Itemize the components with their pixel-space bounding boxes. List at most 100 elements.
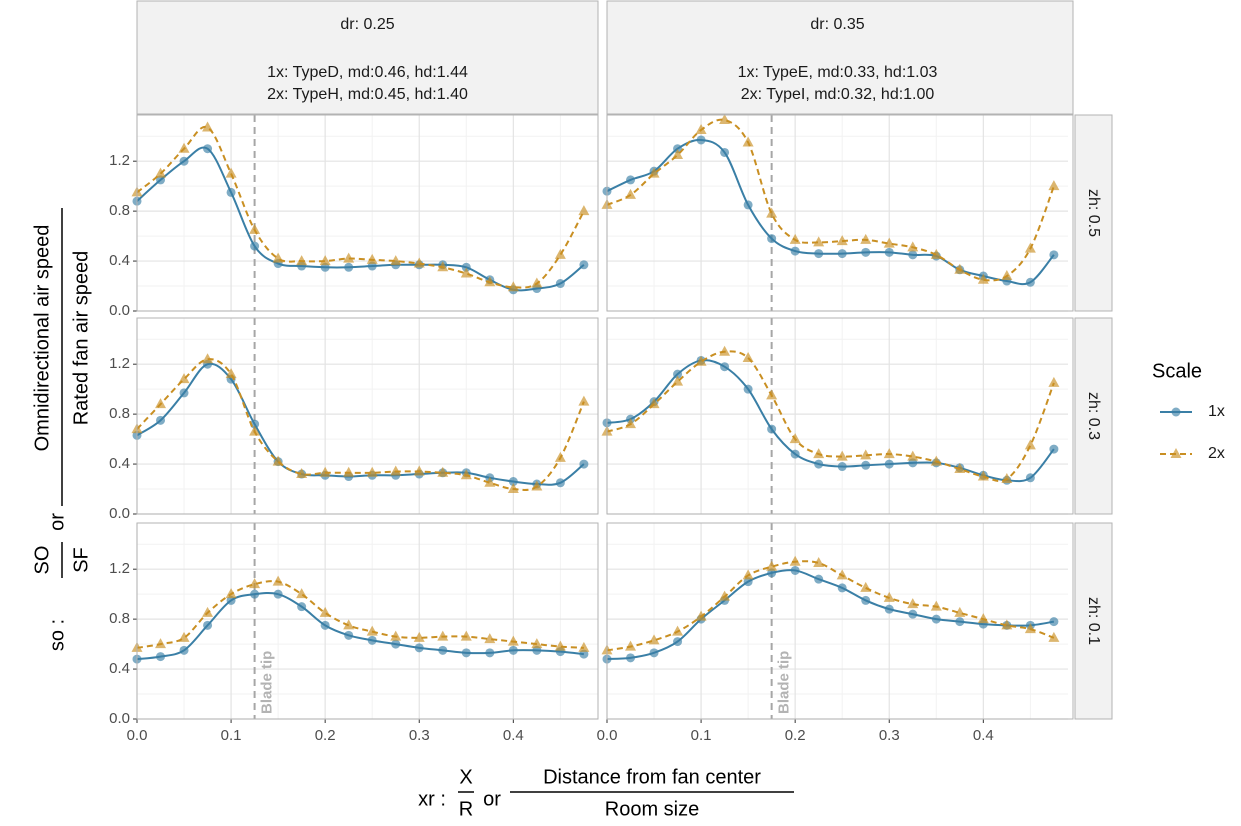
point xyxy=(531,277,543,288)
y-tick-label: 0.4 xyxy=(109,660,130,677)
point xyxy=(861,247,871,257)
point xyxy=(484,276,496,287)
strip xyxy=(606,0,1074,115)
point xyxy=(648,634,660,645)
point xyxy=(836,450,848,461)
point xyxy=(437,261,449,272)
point xyxy=(742,351,754,362)
point xyxy=(225,167,237,178)
point xyxy=(884,604,894,614)
point xyxy=(225,368,237,379)
legend-marker xyxy=(1170,448,1182,458)
legend-label: 1x xyxy=(1208,403,1225,420)
point xyxy=(1001,619,1013,630)
point xyxy=(930,455,942,466)
point xyxy=(908,609,918,619)
y-title-den2: Rated fan air speed xyxy=(70,251,92,426)
point xyxy=(250,589,260,599)
point xyxy=(884,247,894,257)
point xyxy=(860,233,872,244)
point xyxy=(861,595,871,605)
point xyxy=(720,147,730,157)
x-tick-label: 0.1 xyxy=(221,727,242,744)
point xyxy=(1024,623,1036,634)
point xyxy=(766,389,778,400)
point xyxy=(249,578,261,589)
strip-label: zh: 0.1 xyxy=(1085,597,1102,645)
y-tick-label: 1.2 xyxy=(109,560,130,577)
point xyxy=(555,478,565,488)
y-title-or: or xyxy=(46,513,68,531)
point xyxy=(883,237,895,248)
strip xyxy=(1074,317,1113,515)
point xyxy=(814,459,824,469)
x-tick-label: 0.4 xyxy=(973,727,994,744)
point xyxy=(626,653,636,663)
point xyxy=(202,606,214,617)
point xyxy=(790,565,800,575)
strip-label: dr: 0.35 xyxy=(810,16,864,33)
point xyxy=(908,250,918,260)
point xyxy=(1024,242,1036,253)
point xyxy=(320,620,330,630)
point xyxy=(907,450,919,461)
y-title-den: SF xyxy=(70,547,92,573)
point xyxy=(461,262,471,272)
point xyxy=(344,262,354,272)
x-tick-label: 0.0 xyxy=(127,727,148,744)
point xyxy=(460,630,472,641)
point xyxy=(484,633,496,644)
point xyxy=(742,569,754,580)
panel-border xyxy=(136,522,599,720)
legend-marker xyxy=(1171,407,1181,417)
y-title-num: SO xyxy=(31,546,53,575)
point xyxy=(767,424,777,434)
point xyxy=(391,639,401,649)
point xyxy=(578,205,590,216)
blade-tip-label: Blade tip xyxy=(259,651,276,714)
x-title-den2: Room size xyxy=(605,798,699,820)
point xyxy=(720,362,730,372)
point xyxy=(1049,444,1059,454)
point xyxy=(249,223,261,234)
point xyxy=(673,369,683,379)
point xyxy=(626,175,636,185)
point xyxy=(366,625,378,636)
point xyxy=(554,451,566,462)
point xyxy=(789,433,801,444)
point xyxy=(250,241,260,251)
point xyxy=(695,123,707,134)
strip-label: 1x: TypeE, md:0.33, hd:1.03 xyxy=(738,64,938,81)
point xyxy=(766,560,778,571)
point xyxy=(343,466,355,477)
point xyxy=(203,620,213,630)
strip-label: 2x: TypeI, md:0.32, hd:1.00 xyxy=(741,86,935,103)
point xyxy=(155,638,167,649)
strip xyxy=(1074,114,1113,312)
point xyxy=(178,373,190,384)
panel-border xyxy=(606,114,1074,312)
x-tick-label: 0.3 xyxy=(879,727,900,744)
point xyxy=(884,459,894,469)
point xyxy=(366,253,378,264)
point xyxy=(977,470,989,481)
point xyxy=(719,590,731,601)
point xyxy=(648,398,660,409)
panel-border xyxy=(606,522,1074,720)
point xyxy=(554,248,566,259)
point xyxy=(579,459,589,469)
point xyxy=(437,466,449,477)
point xyxy=(813,236,825,247)
y-tick-label: 0.4 xyxy=(109,252,130,269)
point xyxy=(836,569,848,580)
point xyxy=(1001,270,1013,281)
point xyxy=(719,113,731,124)
point xyxy=(554,640,566,651)
x-title-or: or xyxy=(483,788,501,810)
point xyxy=(955,617,965,627)
point xyxy=(673,144,683,154)
point xyxy=(789,233,801,244)
point xyxy=(226,187,236,197)
point xyxy=(508,477,518,487)
point xyxy=(672,625,684,636)
